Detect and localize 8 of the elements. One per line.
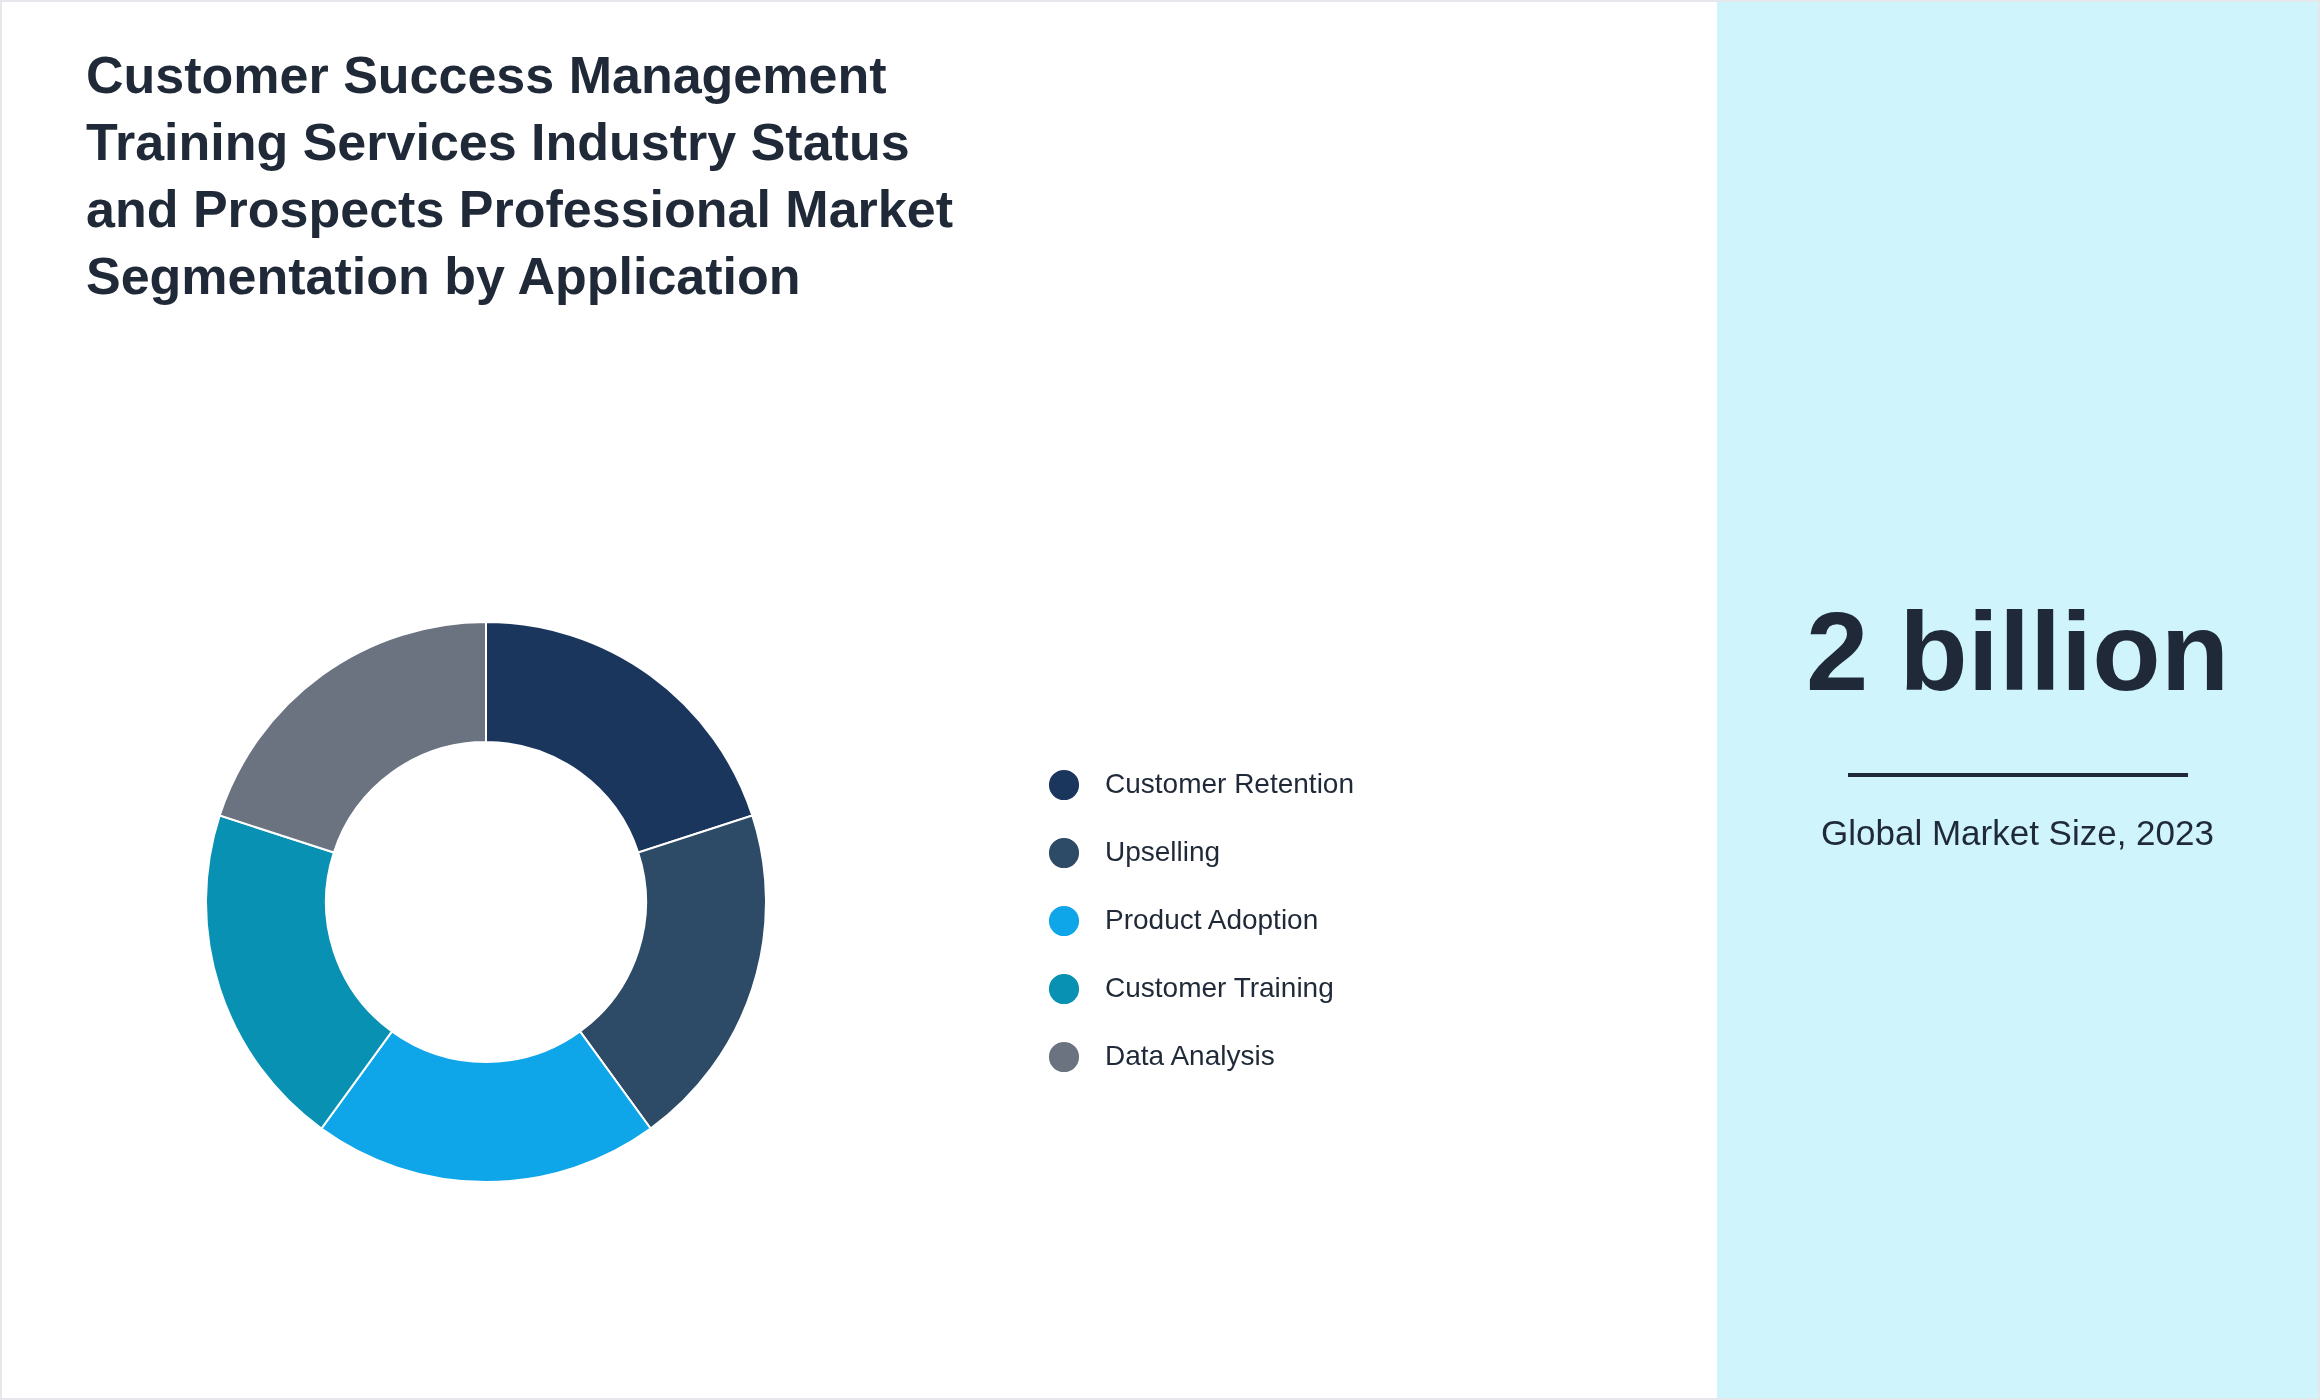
chart-title: Customer Success Management Training Services Industry Status and Prospects Professional Market Segmentation by Application <box>86 45 954 307</box>
text: Global Market Size, 2023 <box>1820 812 2215 854</box>
legend-label: Upselling <box>1105 836 1221 867</box>
legend-label: Customer Retention <box>1105 768 1355 799</box>
legend-label: Customer Training <box>1105 972 1334 1003</box>
legend-label: Product Adoption <box>1105 904 1319 935</box>
text: 2 billion <box>1804 588 2231 716</box>
legend-label: Data Analysis <box>1105 1040 1275 1071</box>
